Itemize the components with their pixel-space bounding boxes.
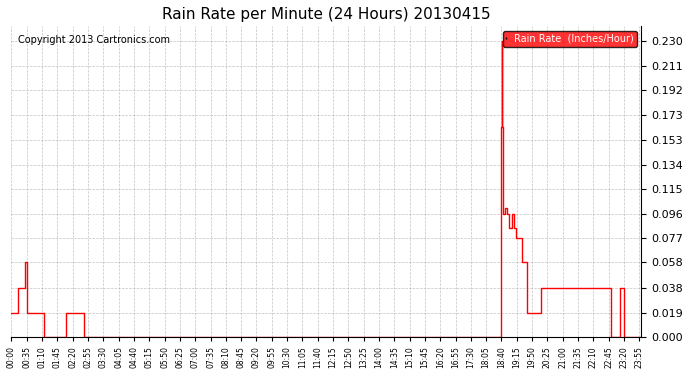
Text: Copyright 2013 Cartronics.com: Copyright 2013 Cartronics.com xyxy=(18,35,170,45)
Title: Rain Rate per Minute (24 Hours) 20130415: Rain Rate per Minute (24 Hours) 20130415 xyxy=(162,7,491,22)
Legend: Rain Rate  (Inches/Hour): Rain Rate (Inches/Hour) xyxy=(503,31,637,46)
